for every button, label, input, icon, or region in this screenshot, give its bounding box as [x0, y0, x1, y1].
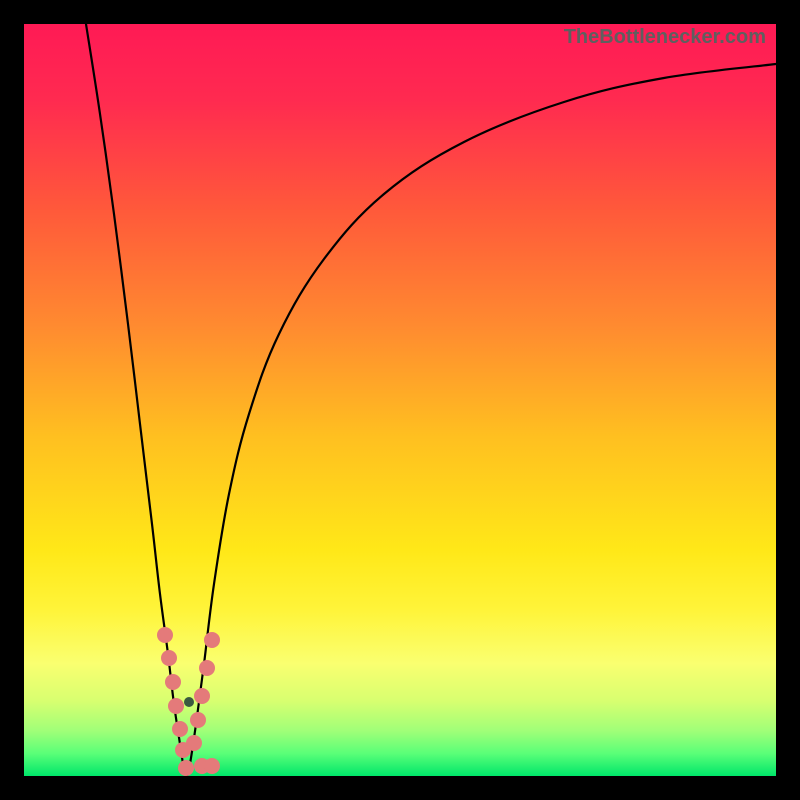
data-marker	[199, 660, 215, 676]
data-marker	[184, 697, 194, 707]
data-marker	[172, 721, 188, 737]
data-marker	[186, 735, 202, 751]
data-marker	[204, 632, 220, 648]
data-marker	[190, 712, 206, 728]
bottleneck-curve	[24, 24, 776, 776]
data-marker	[168, 698, 184, 714]
data-marker	[157, 627, 173, 643]
chart-frame: TheBottlenecker.com	[0, 0, 800, 800]
data-marker	[178, 760, 194, 776]
curve-path	[187, 64, 776, 776]
plot-area: TheBottlenecker.com	[24, 24, 776, 776]
data-marker	[161, 650, 177, 666]
data-marker	[204, 758, 220, 774]
data-marker	[165, 674, 181, 690]
data-marker	[194, 688, 210, 704]
